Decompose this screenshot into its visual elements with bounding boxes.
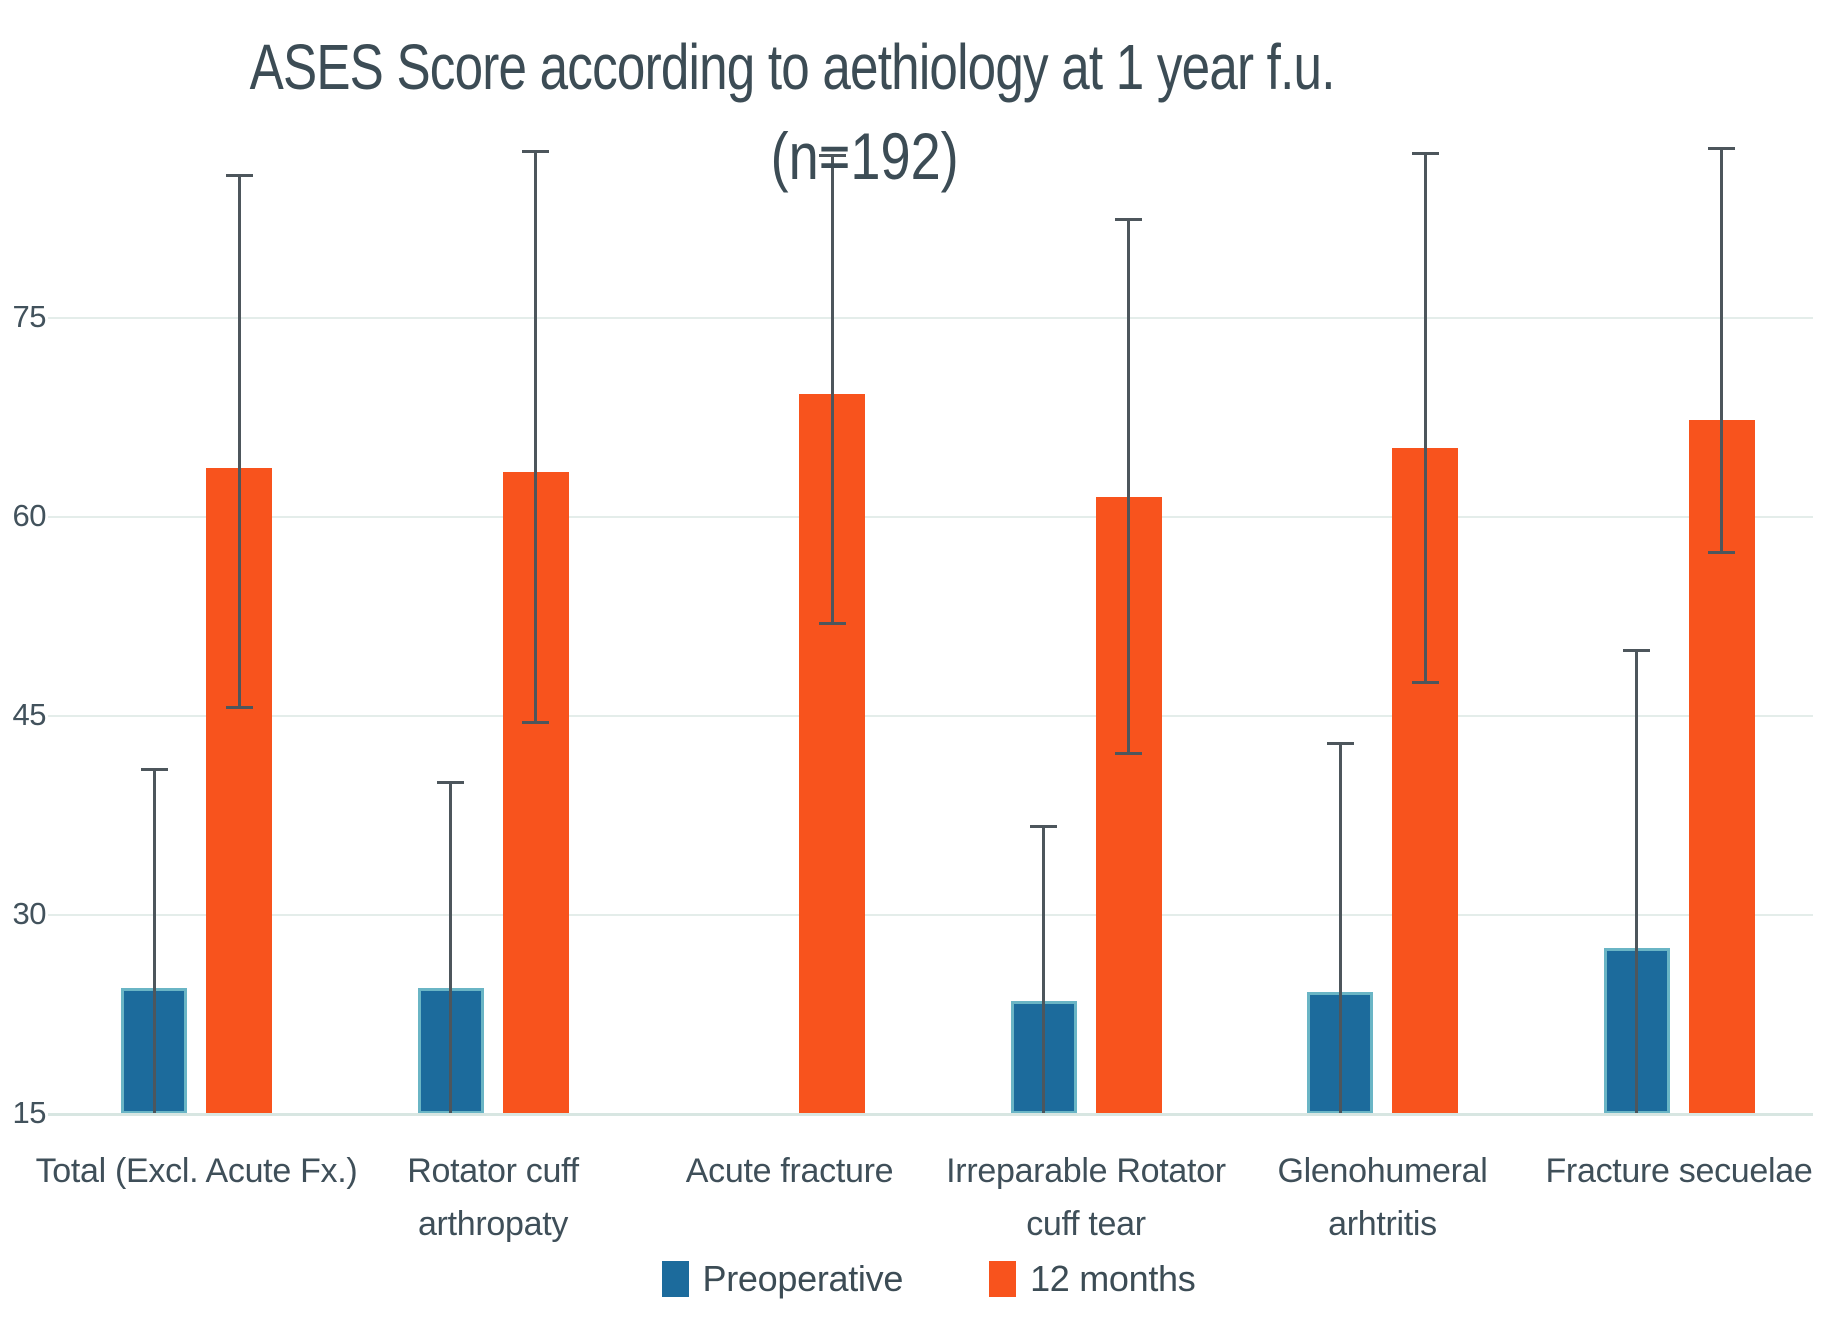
error-bar-cap: [522, 149, 549, 153]
chart-subtitle: (n=192): [0, 118, 1730, 194]
gridline: [48, 914, 1813, 916]
y-axis-tick-label: 60: [12, 498, 47, 533]
error-bar-cap: [1115, 217, 1142, 221]
gridline: [48, 715, 1813, 717]
error-bar-line: [830, 154, 834, 625]
legend-item-preoperative: Preoperative: [661, 1258, 904, 1300]
error-bar-cap: [1623, 648, 1650, 652]
category-label: Total (Excl. Acute Fx.): [35, 1152, 358, 1190]
y-axis-tick-label: 30: [12, 896, 47, 931]
error-bar-line: [449, 782, 452, 1114]
error-bar-line: [1338, 742, 1342, 1114]
chart-title-text: ASES Score according to aethiology at 1 …: [249, 31, 1336, 103]
legend-label-12months: 12 months: [1030, 1258, 1196, 1299]
y-axis-tick-label: 45: [12, 697, 47, 732]
error-bar-cap: [818, 622, 846, 626]
legend-item-12months: 12 months: [989, 1258, 1196, 1300]
chart-subtitle-text: (n=192): [770, 119, 960, 193]
error-bar-cap: [437, 781, 464, 785]
y-axis-tick-label: 75: [12, 299, 47, 334]
error-bar-line: [1127, 218, 1130, 755]
error-bar-line: [1042, 826, 1045, 1114]
error-bar-line: [152, 769, 156, 1114]
legend-swatch-12months: [989, 1261, 1017, 1297]
gridline: [48, 317, 1813, 319]
error-bar-cap: [225, 173, 253, 177]
category-label: Glenohumeral arhtritis: [1277, 1152, 1488, 1243]
gridline: [48, 516, 1813, 518]
error-bar-cap: [1326, 741, 1354, 745]
legend: Preoperative 12 months: [10, 1258, 1837, 1300]
error-bar-line: [1720, 148, 1723, 553]
error-bar-line: [534, 150, 537, 723]
category-label: Fracture secuelae: [1545, 1152, 1813, 1190]
legend-swatch-preoperative: [661, 1261, 689, 1297]
error-bar-cap: [1411, 680, 1439, 684]
y-axis-tick-label: 15: [12, 1095, 47, 1130]
error-bar-cap: [140, 768, 168, 772]
category-label: Acute fracture: [685, 1152, 894, 1190]
legend-label-preoperative: Preoperative: [702, 1258, 904, 1299]
error-bar-cap: [1708, 147, 1735, 151]
error-bar-cap: [1115, 752, 1142, 756]
error-bar-cap: [818, 153, 846, 157]
chart-title: ASES Score according to aethiology at 1 …: [0, 30, 1584, 104]
error-bar-cap: [522, 720, 549, 724]
error-bar-line: [1423, 153, 1427, 683]
error-bar-line: [1635, 649, 1638, 1114]
error-bar-cap: [225, 706, 253, 710]
error-bar-line: [237, 174, 241, 709]
error-bar-cap: [1411, 152, 1439, 156]
x-axis-line: [48, 1113, 1813, 1116]
error-bar-cap: [1030, 825, 1057, 829]
category-label: Rotator cuff arthropaty: [407, 1152, 579, 1243]
category-label: Irreparable Rotator cuff tear: [946, 1152, 1226, 1243]
error-bar-cap: [1708, 550, 1735, 554]
